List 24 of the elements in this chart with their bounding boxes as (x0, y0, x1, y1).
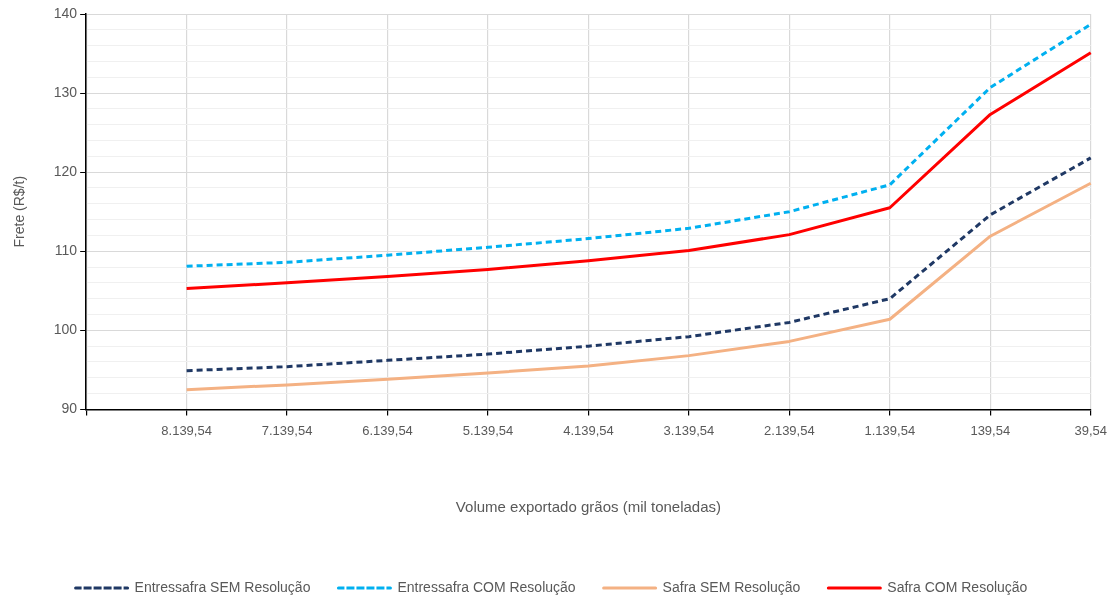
x-tick-label: 6.139,54 (362, 422, 413, 438)
legend-label: Safra COM Resolução (887, 578, 1028, 595)
x-tick-label: 39,54 (1074, 422, 1108, 438)
y-tick-label: 100 (53, 321, 78, 338)
line-series (185, 156, 1093, 373)
x-tick-label: 7.139,54 (261, 422, 313, 438)
y-tick-label: 110 (54, 242, 78, 259)
legend-label: Safra SEM Resolução (662, 578, 801, 595)
y-tick-label: 140 (53, 4, 78, 21)
x-tick-label: 1.139,54 (864, 422, 916, 438)
y-tick-label: 90 (61, 400, 78, 417)
x-tick-label: 8.139,54 (161, 422, 212, 438)
y-tick-label: 120 (53, 163, 78, 180)
x-tick-label: 4.139,54 (563, 422, 614, 438)
x-tick-label: 5.139,54 (462, 422, 514, 438)
x-tick-label: 3.139,54 (663, 422, 715, 438)
line-series (185, 22, 1093, 268)
x-tick-label: 2.139,54 (764, 422, 815, 438)
y-tick-label: 130 (53, 83, 78, 100)
x-axis-title: Volume exportado grãos (mil toneladas) (455, 498, 722, 516)
x-tick-label: 139,54 (970, 422, 1011, 438)
legend-label: Entressafra SEM Resolução (134, 578, 311, 595)
legend-label: Entressafra COM Resolução (397, 578, 576, 595)
y-axis-title: Frete (R$/t) (11, 175, 28, 248)
